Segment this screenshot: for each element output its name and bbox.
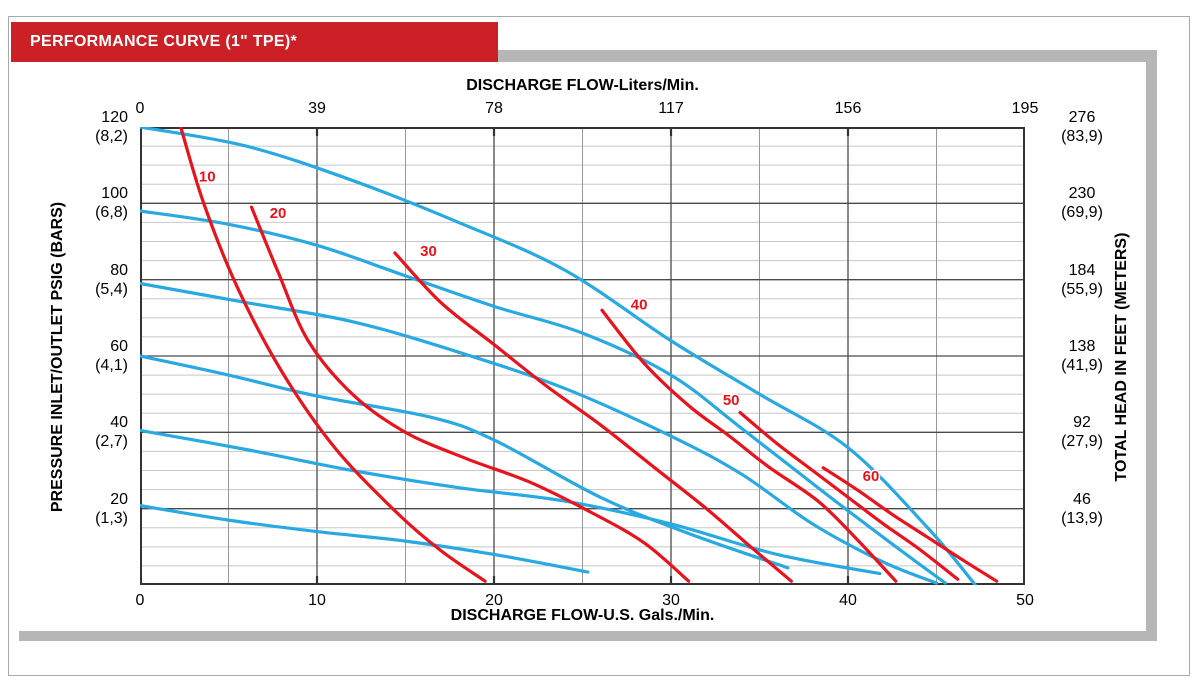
bottom-axis-tick-label: 30	[662, 592, 680, 609]
air-consumption-curve	[179, 127, 487, 583]
panel-shadow-top	[497, 50, 1157, 62]
air-curve-label: 60	[863, 468, 880, 485]
left-axis-tick-label: 20 (1,3)	[95, 490, 128, 527]
top-axis-tick-label: 78	[485, 100, 503, 117]
air-curve-label: 20	[270, 205, 287, 222]
left-axis-tick-label: 80 (5,4)	[95, 261, 128, 298]
top-axis-tick-label: 117	[658, 100, 684, 117]
air-consumption-curve	[738, 410, 960, 581]
air-curve-label: 10	[199, 169, 216, 186]
air-consumption-curve	[393, 251, 793, 583]
flow-curve	[140, 428, 882, 576]
flow-curve	[140, 504, 590, 574]
page-border	[8, 16, 1190, 676]
bottom-axis-tick-label: 40	[839, 592, 857, 609]
left-axis-tick-label: 120 (8,2)	[95, 109, 128, 145]
top-axis-tick-label: 39	[308, 100, 326, 117]
panel-shadow-right	[1146, 50, 1157, 641]
air-consumption-curve	[821, 466, 999, 583]
right-axis-tick-label: 138 (41,9)	[1061, 338, 1103, 374]
top-axis-tick-label: 156	[834, 100, 862, 117]
performance-chart-plot: 10 20 30 40 50 60	[140, 127, 1025, 585]
air-curve-label: 50	[723, 392, 740, 409]
flow-curve	[140, 281, 939, 585]
air-curve-label: 40	[631, 296, 648, 313]
right-axis-tick-label: 184 (55,9)	[1061, 261, 1103, 298]
flow-curve	[140, 127, 978, 585]
flow-curve	[140, 354, 790, 570]
right-axis-tick-label: 92 (27,9)	[1061, 414, 1103, 451]
top-axis-title: DISCHARGE FLOW-Liters/Min.	[466, 77, 699, 94]
air-consumption-curve	[600, 308, 898, 583]
bottom-axis-title: DISCHARGE FLOW-U.S. Gals./Min.	[450, 607, 715, 624]
top-axis-tick-label: 0	[135, 100, 145, 117]
bottom-axis-tick-label: 50	[1016, 592, 1034, 609]
air-curve-label: 30	[420, 243, 437, 260]
top-axis-tick-label: 195	[1011, 100, 1039, 117]
bottom-axis-tick-label: 0	[135, 592, 145, 609]
title-banner: PERFORMANCE CURVE (1" TPE)*	[11, 22, 498, 62]
bottom-axis-tick-label: 20	[485, 592, 503, 609]
right-axis-tick-label: 276 (83,9)	[1061, 109, 1103, 145]
flow-curve	[140, 209, 947, 585]
bottom-axis-tick-label: 10	[308, 592, 326, 609]
left-axis-tick-label: 100 (6,8)	[95, 185, 128, 222]
left-axis-tick-label: 40 (2,7)	[95, 414, 128, 451]
banner-title: PERFORMANCE CURVE (1" TPE)*	[30, 33, 297, 50]
panel-shadow-bottom	[19, 631, 1157, 641]
right-axis-tick-label: 230 (69,9)	[1061, 185, 1103, 222]
right-axis-tick-label: 46 (13,9)	[1061, 490, 1103, 527]
left-axis-tick-label: 60 (4,1)	[95, 338, 128, 374]
air-consumption-curve	[249, 205, 691, 583]
